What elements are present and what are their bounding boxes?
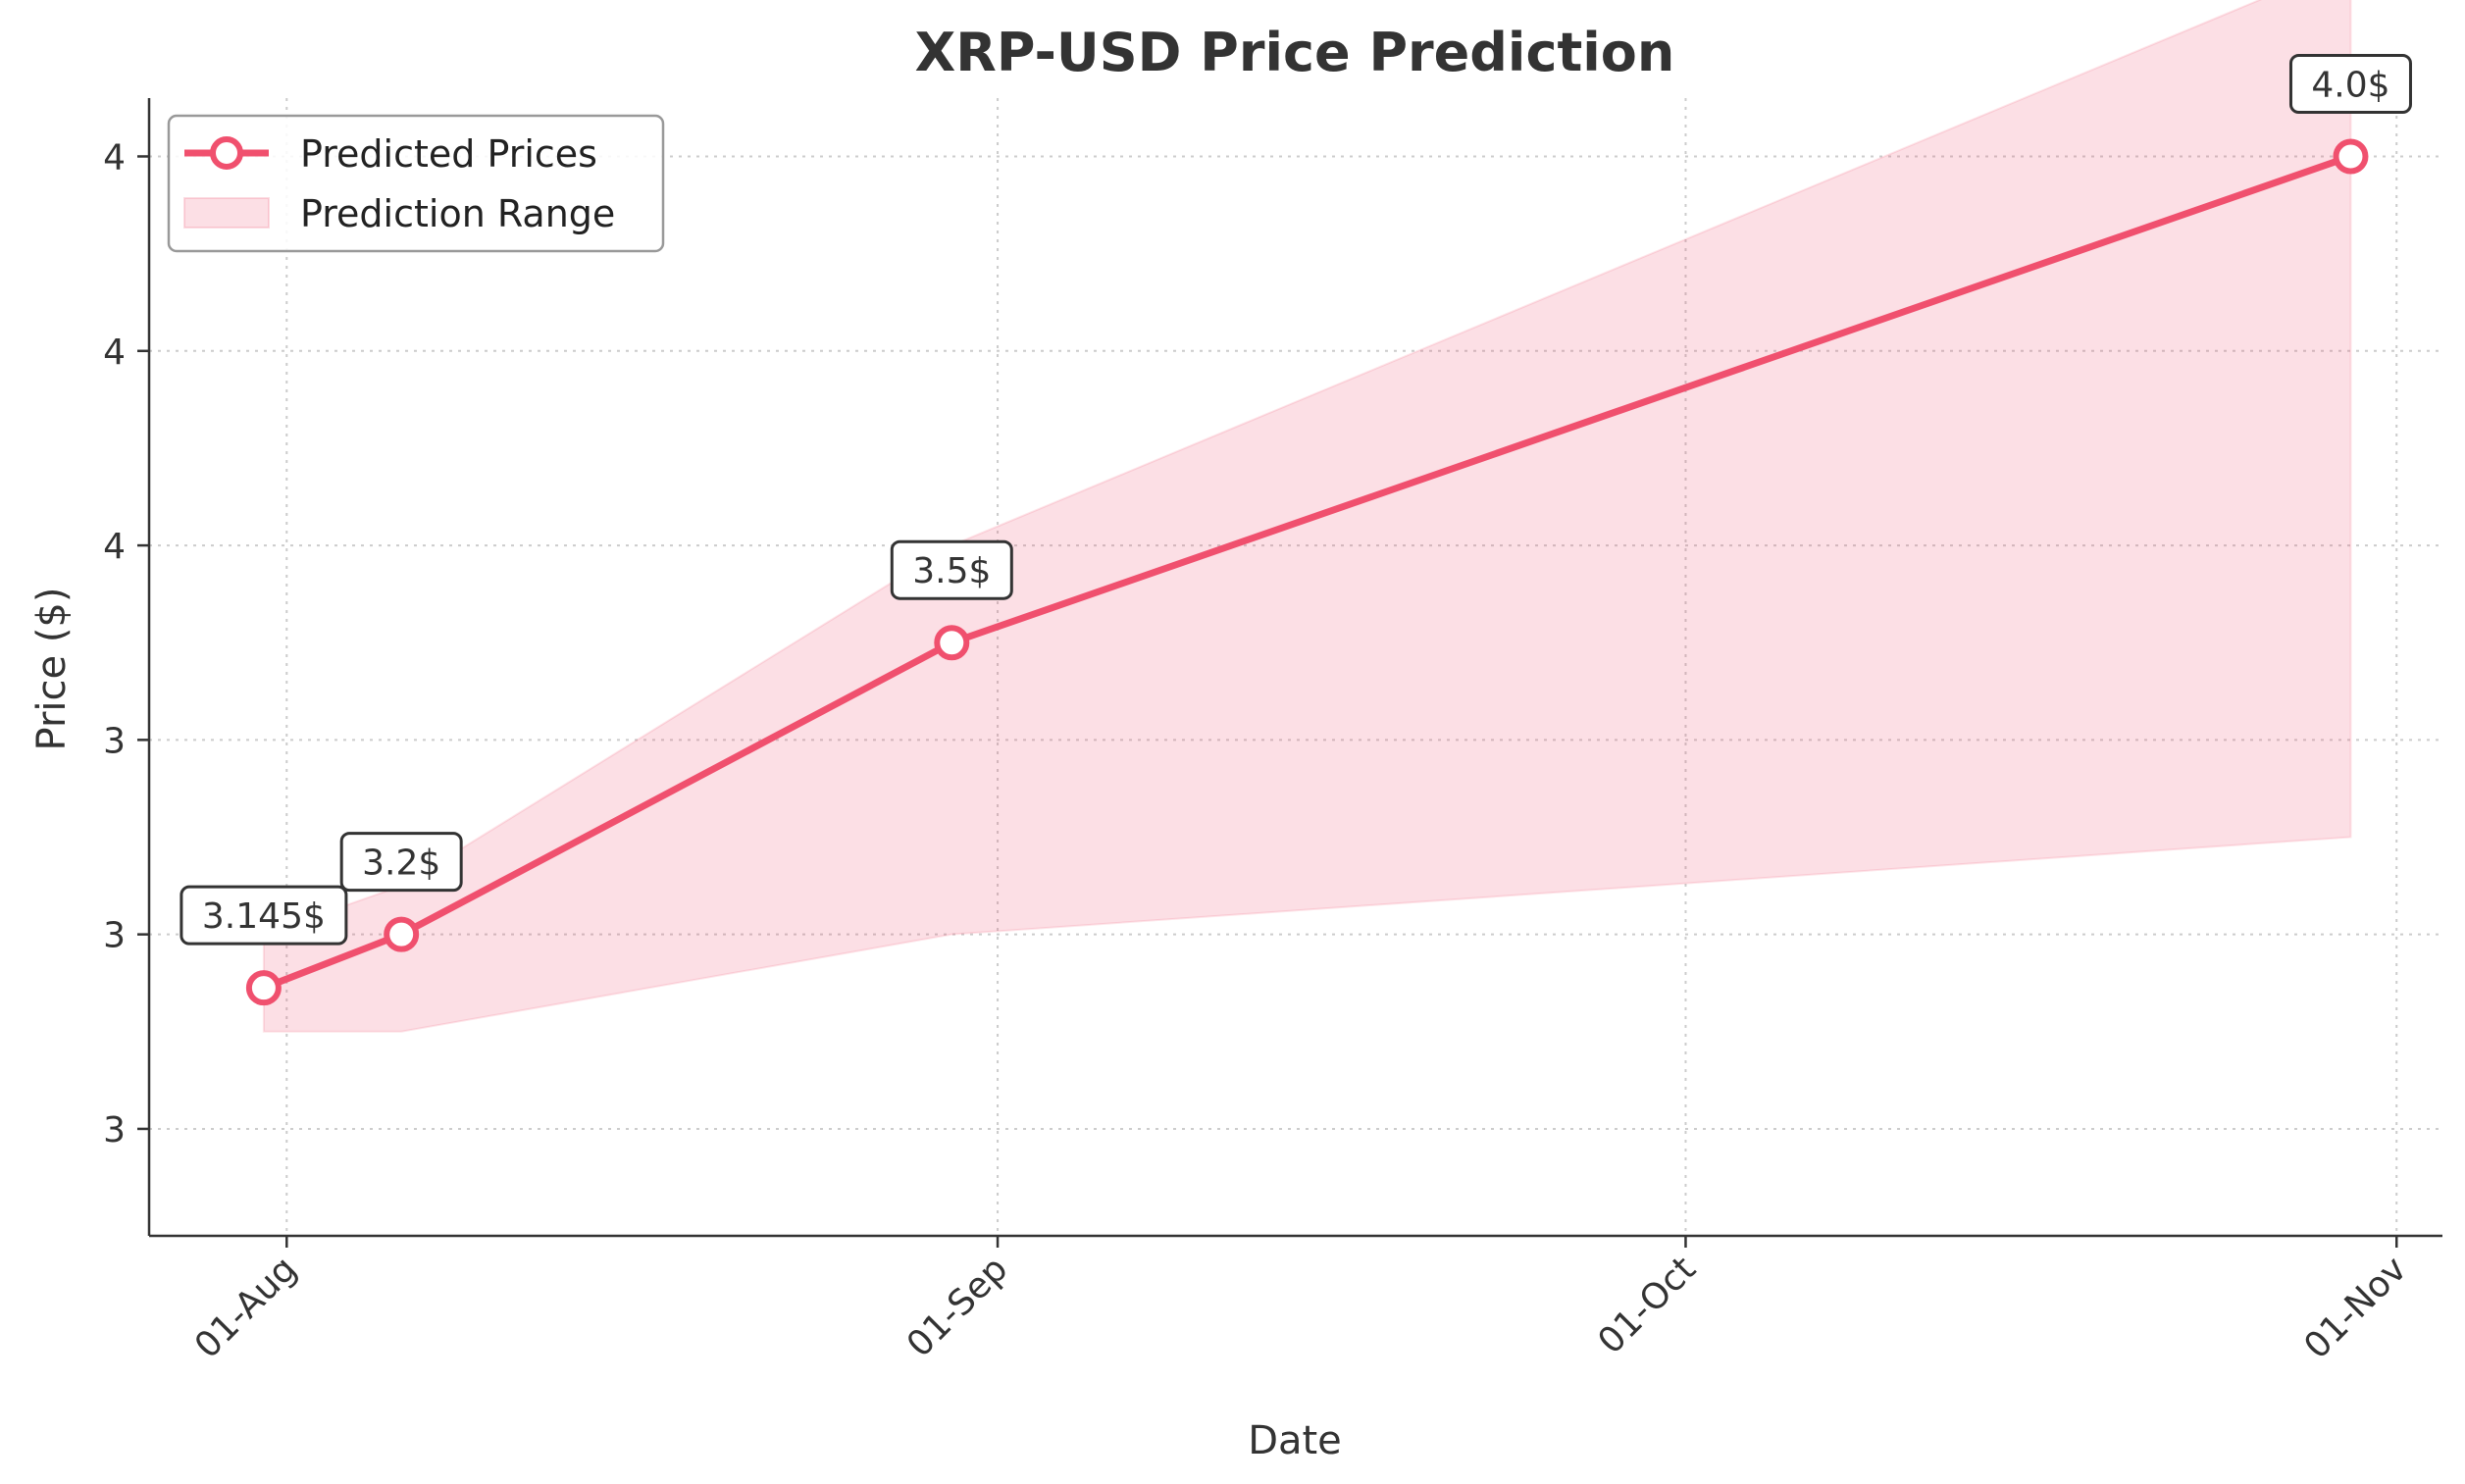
data-label-box <box>890 539 1013 600</box>
legend-box <box>167 114 665 253</box>
predicted-prices-polyline <box>262 153 2352 992</box>
data-label: 3.2$ <box>362 844 440 884</box>
predicted-prices-line <box>262 153 2352 992</box>
data-label: 3.145$ <box>202 896 326 937</box>
x-tick-label: 01-Aug <box>187 1249 305 1366</box>
legend-area-swatch <box>183 197 270 229</box>
data-label-box <box>180 885 348 946</box>
x-tick-label: 01-Nov <box>2296 1249 2414 1366</box>
legend-label-prediction-range: Prediction Range <box>300 192 615 235</box>
data-label: 3.5$ <box>912 551 991 591</box>
data-label-box <box>2288 53 2412 114</box>
y-tick-label: 3 <box>103 1110 126 1151</box>
predicted-prices-markers <box>245 138 2369 1006</box>
x-tick-label: 01-Sep <box>899 1249 1016 1365</box>
legend-marker-swatch <box>210 136 243 170</box>
legend: Predicted Prices Prediction Range <box>167 114 665 253</box>
y-tick-label: 4 <box>103 527 126 567</box>
y-tick-label: 3 <box>103 721 126 761</box>
data-point-marker <box>384 916 420 952</box>
x-axis-ticks: 01-Aug 01-Sep 01-Oct 01-Nov <box>187 1236 2415 1367</box>
y-tick-label: 3 <box>103 916 126 956</box>
y-tick-label: 4 <box>103 333 126 373</box>
data-label: 4.0$ <box>2311 65 2389 105</box>
data-labels: 3.145$ 3.2$ 3.5$ 4.0$ <box>180 53 2412 946</box>
data-point-marker <box>245 970 282 1006</box>
chart-title: XRP-USD Price Prediction <box>915 22 1675 83</box>
y-axis-label: Price ($) <box>29 588 75 751</box>
data-label-box <box>339 832 463 893</box>
x-axis-label: Date <box>1248 1418 1342 1463</box>
y-tick-label: 4 <box>103 137 126 178</box>
y-axis-ticks: 3 3 3 4 4 4 <box>103 137 149 1151</box>
data-point-marker <box>2333 138 2369 175</box>
x-tick-label: 01-Oct <box>1591 1249 1704 1361</box>
legend-label-predicted-prices: Predicted Prices <box>300 132 597 176</box>
data-point-marker <box>934 625 970 661</box>
